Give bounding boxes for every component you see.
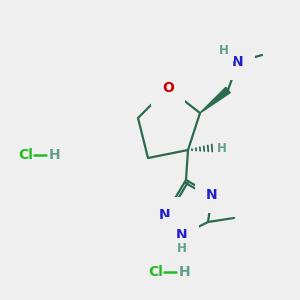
Text: Cl: Cl xyxy=(18,148,33,162)
Text: N: N xyxy=(159,208,171,222)
Text: N: N xyxy=(232,55,244,69)
Text: H: H xyxy=(177,242,187,256)
Text: H: H xyxy=(217,142,227,154)
Text: H: H xyxy=(179,265,190,279)
Polygon shape xyxy=(200,87,230,113)
Text: H: H xyxy=(49,148,61,162)
Text: H: H xyxy=(219,44,229,56)
Text: Cl: Cl xyxy=(148,265,163,279)
Text: N: N xyxy=(206,188,218,202)
Text: N: N xyxy=(176,228,188,242)
Text: O: O xyxy=(162,81,174,95)
